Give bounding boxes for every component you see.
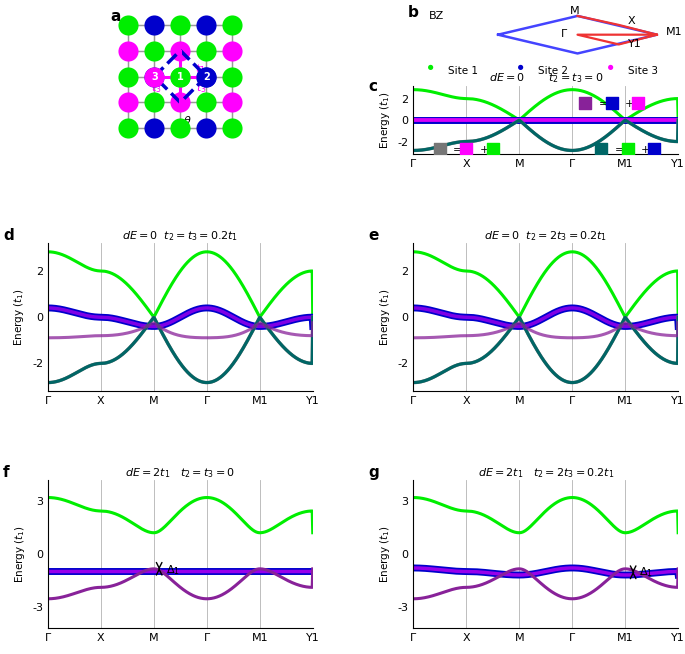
Point xyxy=(227,97,238,108)
Point xyxy=(633,98,644,109)
Text: Site 1: Site 1 xyxy=(448,66,477,77)
Point xyxy=(461,143,472,154)
Text: =: = xyxy=(614,145,624,154)
Text: c: c xyxy=(369,78,377,94)
Text: +: + xyxy=(479,145,489,154)
Text: M1: M1 xyxy=(667,27,683,37)
Point xyxy=(175,97,186,108)
Point xyxy=(487,143,498,154)
Text: $\Gamma$: $\Gamma$ xyxy=(560,27,569,39)
Y-axis label: Energy ($t_1$): Energy ($t_1$) xyxy=(378,525,392,583)
Point xyxy=(201,123,212,133)
Point xyxy=(201,45,212,56)
Title: $dE = 0$  $t_2 = t_3 = 0.2t_1$: $dE = 0$ $t_2 = t_3 = 0.2t_1$ xyxy=(123,229,238,243)
Text: d: d xyxy=(3,228,14,243)
Text: g: g xyxy=(369,465,379,480)
Text: $t_3$: $t_3$ xyxy=(197,81,207,95)
Text: 3: 3 xyxy=(151,71,158,82)
Text: BZ: BZ xyxy=(429,11,445,21)
Point xyxy=(149,71,160,82)
Point xyxy=(123,71,134,82)
Point xyxy=(149,20,160,30)
Text: Site 2: Site 2 xyxy=(538,66,568,77)
Point xyxy=(227,71,238,82)
Text: $\Delta_1$: $\Delta_1$ xyxy=(166,563,179,577)
Point xyxy=(175,20,186,30)
Point xyxy=(623,143,634,154)
Point xyxy=(596,143,607,154)
Point xyxy=(149,71,160,82)
Point xyxy=(175,45,186,56)
Point xyxy=(201,71,212,82)
Point xyxy=(123,97,134,108)
Point xyxy=(227,45,238,56)
Text: =: = xyxy=(599,99,608,109)
Point xyxy=(175,71,186,82)
Point xyxy=(201,71,212,82)
Point xyxy=(201,20,212,30)
Text: +: + xyxy=(625,99,634,109)
Point xyxy=(123,45,134,56)
Point xyxy=(434,143,445,154)
Text: X: X xyxy=(628,16,636,26)
Point xyxy=(149,97,160,108)
Text: $t_3$: $t_3$ xyxy=(151,81,162,95)
Title: $dE = 2t_1$   $t_2 = 2t_3 = 0.2t_1$: $dE = 2t_1$ $t_2 = 2t_3 = 0.2t_1$ xyxy=(477,466,614,479)
Point xyxy=(149,45,160,56)
Text: $\bullet$: $\bullet$ xyxy=(604,57,614,75)
Title: $dE = 0$  $t_2 = 2t_3 = 0.2t_1$: $dE = 0$ $t_2 = 2t_3 = 0.2t_1$ xyxy=(484,229,608,243)
Point xyxy=(227,123,238,133)
Text: +: + xyxy=(641,145,651,154)
Point xyxy=(201,97,212,108)
Text: $\Delta_1$: $\Delta_1$ xyxy=(640,566,653,579)
Point xyxy=(175,123,186,133)
Y-axis label: Energy ($t_1$): Energy ($t_1$) xyxy=(12,525,27,583)
Text: Y1: Y1 xyxy=(628,39,642,48)
Title: $dE = 2t_1$   $t_2 = t_3 = 0$: $dE = 2t_1$ $t_2 = t_3 = 0$ xyxy=(125,466,236,479)
Text: $t_1$: $t_1$ xyxy=(195,62,206,76)
Text: $\bullet$: $\bullet$ xyxy=(424,57,434,75)
Point xyxy=(227,20,238,30)
Text: $t_2$: $t_2$ xyxy=(175,49,186,63)
Title: $dE = 0$       $t_2 = t_3 = 0$: $dE = 0$ $t_2 = t_3 = 0$ xyxy=(488,71,603,85)
Point xyxy=(123,20,134,30)
Text: =: = xyxy=(453,145,462,154)
Text: $\bullet$: $\bullet$ xyxy=(514,57,524,75)
Text: $t_2$: $t_2$ xyxy=(175,90,186,104)
Text: $\theta$: $\theta$ xyxy=(183,114,191,126)
Text: e: e xyxy=(369,228,379,243)
Text: 2: 2 xyxy=(203,71,210,82)
Y-axis label: Energy ($t_1$): Energy ($t_1$) xyxy=(12,288,27,346)
Point xyxy=(649,143,660,154)
Y-axis label: Energy ($t_1$): Energy ($t_1$) xyxy=(378,91,392,149)
Point xyxy=(123,123,134,133)
Text: M: M xyxy=(570,6,580,16)
Point xyxy=(606,98,617,109)
Point xyxy=(149,123,160,133)
Y-axis label: Energy ($t_1$): Energy ($t_1$) xyxy=(378,288,392,346)
Text: 1: 1 xyxy=(177,71,184,82)
Point xyxy=(580,98,591,109)
Text: Site 3: Site 3 xyxy=(628,66,658,77)
Text: b: b xyxy=(408,5,419,20)
Text: a: a xyxy=(110,9,121,24)
Text: f: f xyxy=(3,465,10,480)
Point xyxy=(175,71,186,82)
